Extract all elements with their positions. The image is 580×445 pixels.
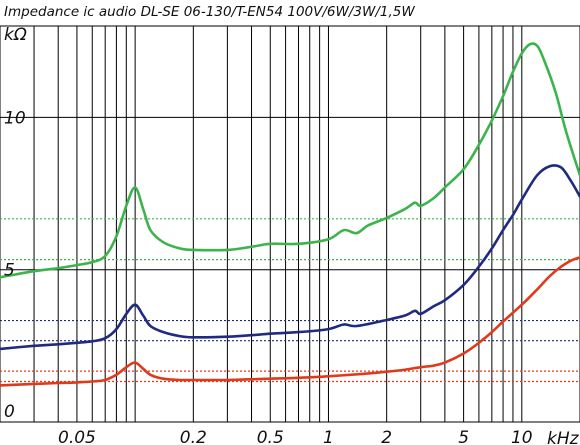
y-tick-label: 5 xyxy=(4,261,15,281)
y-tick-label: 10 xyxy=(4,108,26,128)
grid xyxy=(0,25,580,423)
x-tick-label: 0.5 xyxy=(257,428,284,445)
chart-title: Impedance ic audio DL-SE 06-130/T-EN54 1… xyxy=(4,4,415,20)
x-tick-label: 10 xyxy=(511,428,533,445)
series-line-3 xyxy=(0,256,580,387)
x-tick-label: 5 xyxy=(458,428,469,445)
x-unit-label: kHz xyxy=(547,429,580,445)
y-tick-labels: 0 5 10 xyxy=(4,108,26,422)
x-tick-label: 0.05 xyxy=(58,428,96,445)
y-unit-label: kΩ xyxy=(4,25,27,45)
x-tick-labels: 0.05 0.2 0.5 1 2 5 10 xyxy=(58,428,533,445)
series-line-2 xyxy=(0,164,580,351)
y-tick-label: 0 xyxy=(4,402,15,422)
x-tick-label: 1 xyxy=(323,428,334,445)
series-lines xyxy=(0,42,580,387)
x-tick-label: 0.2 xyxy=(180,428,207,445)
series-line-1 xyxy=(0,42,580,279)
x-tick-label: 2 xyxy=(381,428,392,445)
